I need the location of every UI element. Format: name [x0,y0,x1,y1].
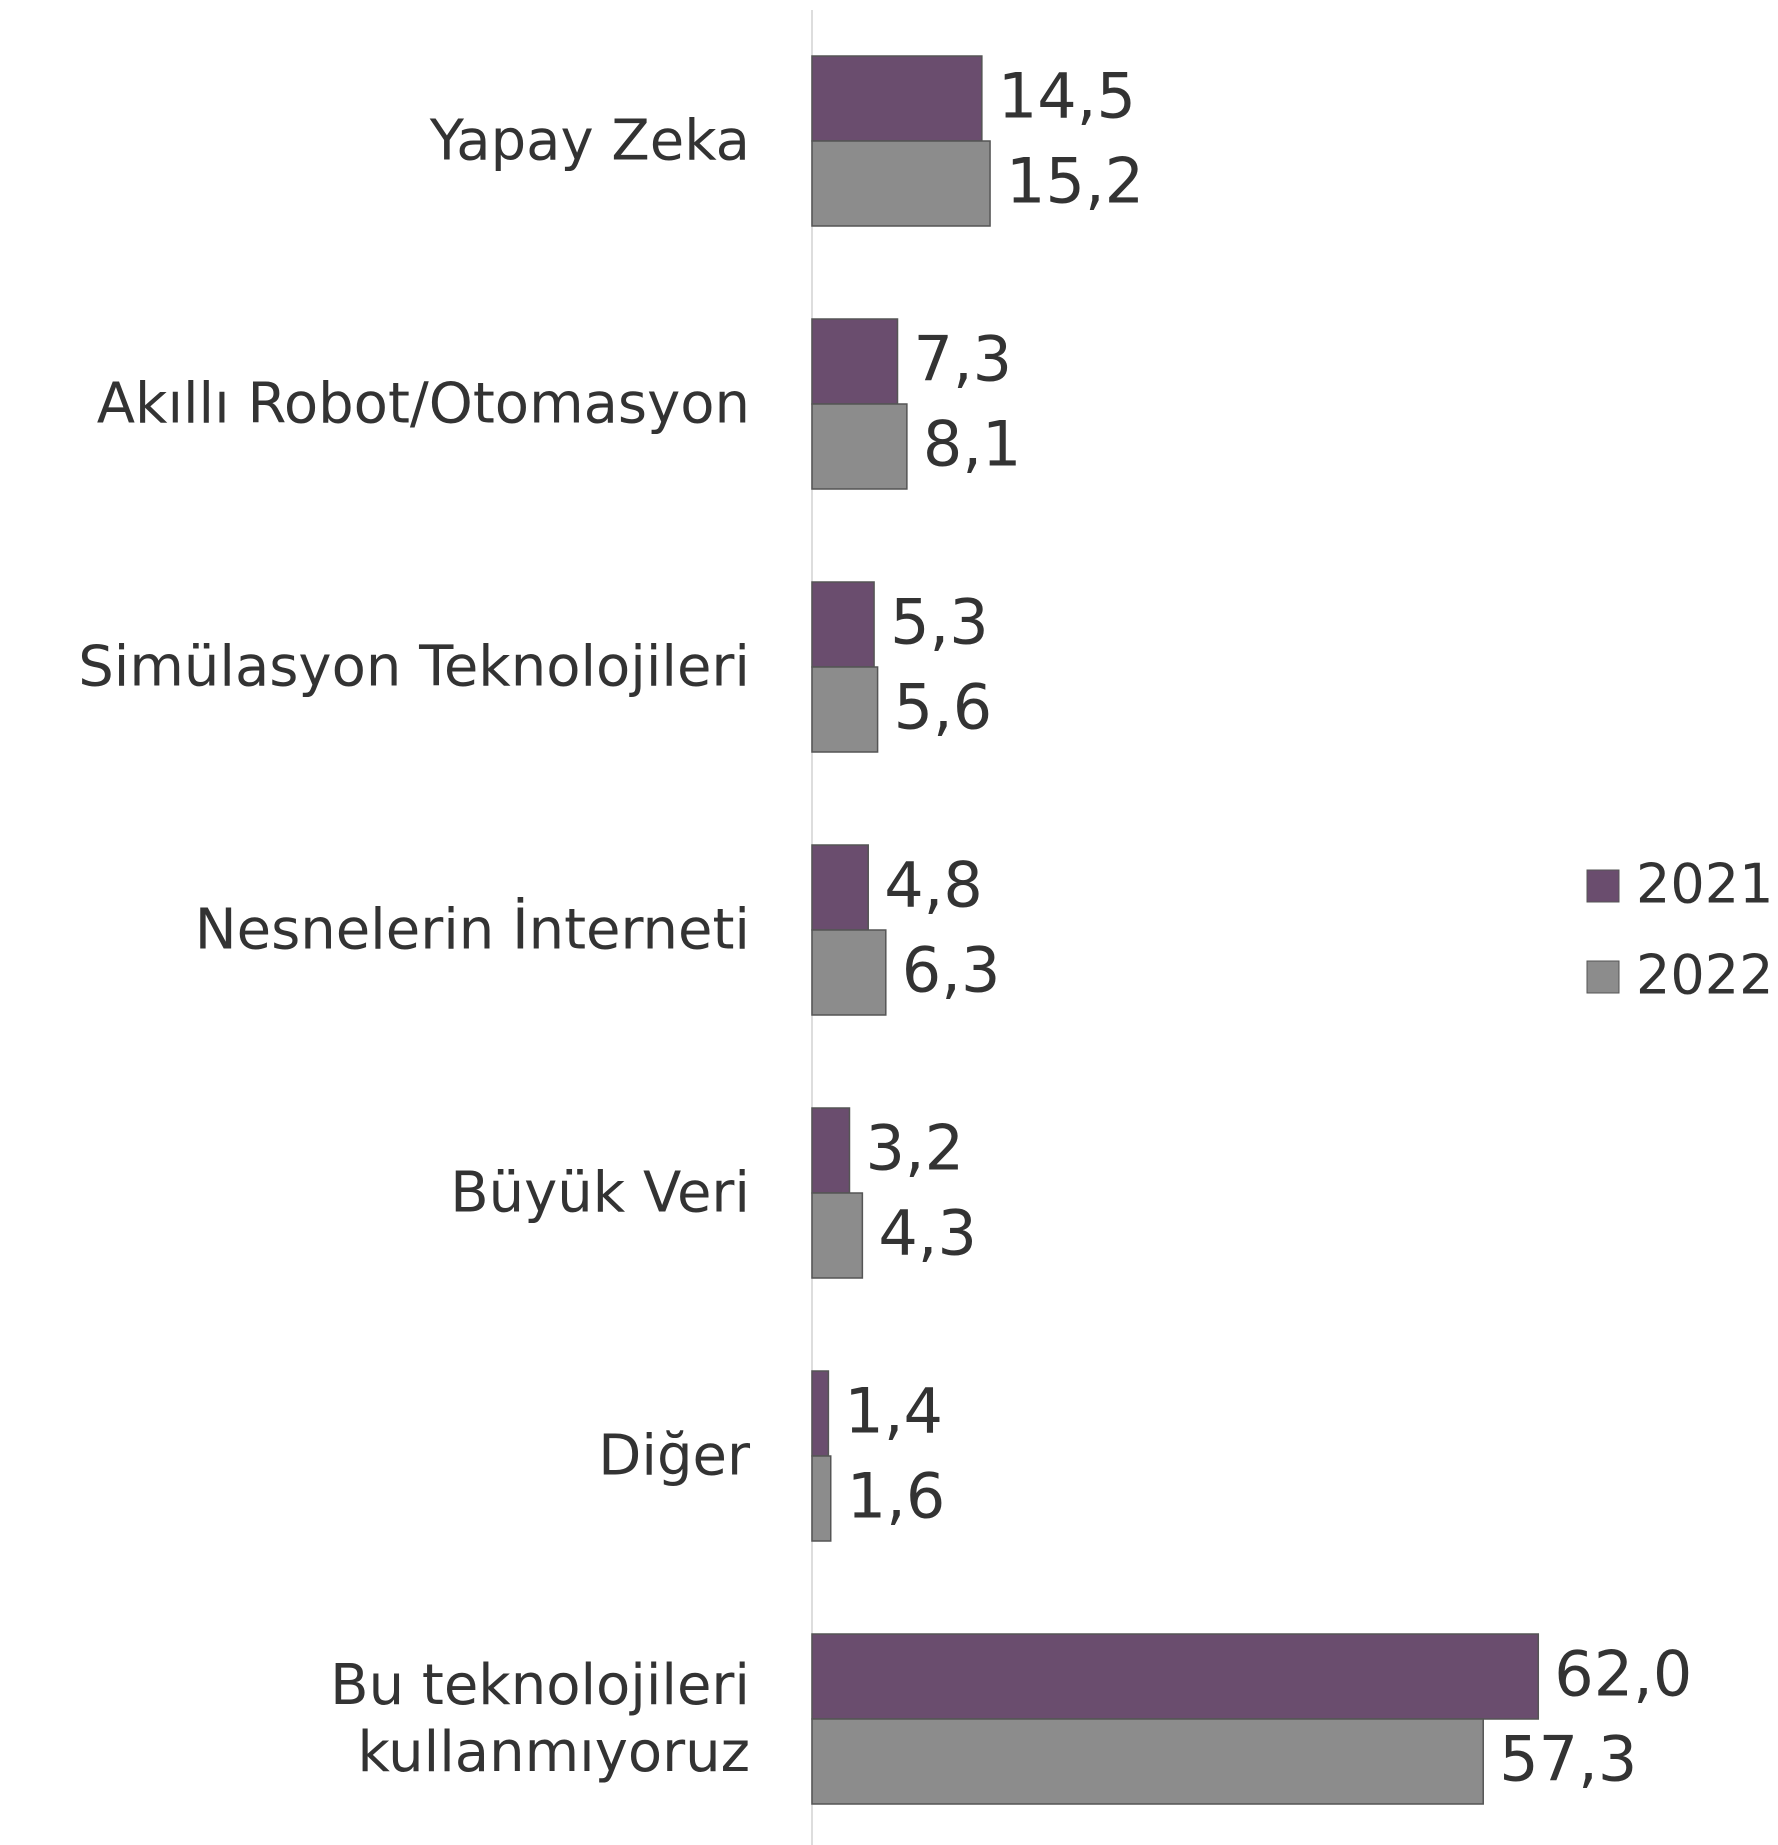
value-label: 7,3 [914,323,1013,396]
bar [811,1455,832,1542]
category-label: Büyük Veri [450,1160,750,1226]
value-label: 14,5 [998,60,1136,133]
value-label: 1,4 [844,1375,943,1448]
category-label: Akıllı Robot/Otomasyon [96,371,750,437]
bar [811,1633,1540,1720]
legend-swatch [1586,869,1620,903]
value-label: 3,2 [865,1112,964,1185]
value-label: 57,3 [1499,1723,1637,1796]
value-label: 4,3 [878,1197,977,1270]
value-label: 1,6 [847,1460,946,1533]
bar [811,581,875,668]
bar [811,318,899,405]
legend-swatch [1586,960,1620,994]
category-label: Simülasyon Teknolojileri [78,634,750,700]
category-label: Diğer [598,1423,750,1489]
bar [811,140,991,227]
value-label: 15,2 [1006,145,1144,218]
bar [811,666,879,753]
legend-label: 2022 [1636,944,1773,1007]
value-label: 5,6 [894,671,993,744]
value-label: 5,3 [890,586,989,659]
value-label: 8,1 [923,408,1022,481]
bar [811,1370,830,1457]
bar [811,844,869,931]
bar [811,55,983,142]
bar [811,403,908,490]
value-label: 6,3 [902,934,1001,1007]
bar [811,1107,851,1194]
bar [811,929,887,1016]
category-label: Bu teknolojileri kullanmıyoruz [330,1652,750,1785]
category-label: Yapay Zeka [429,108,750,174]
bar [811,1718,1484,1805]
legend-label: 2021 [1636,853,1773,916]
value-label: 62,0 [1554,1638,1692,1711]
value-label: 4,8 [884,849,983,922]
category-label: Nesnelerin İnterneti [194,897,750,963]
bar [811,1192,864,1279]
